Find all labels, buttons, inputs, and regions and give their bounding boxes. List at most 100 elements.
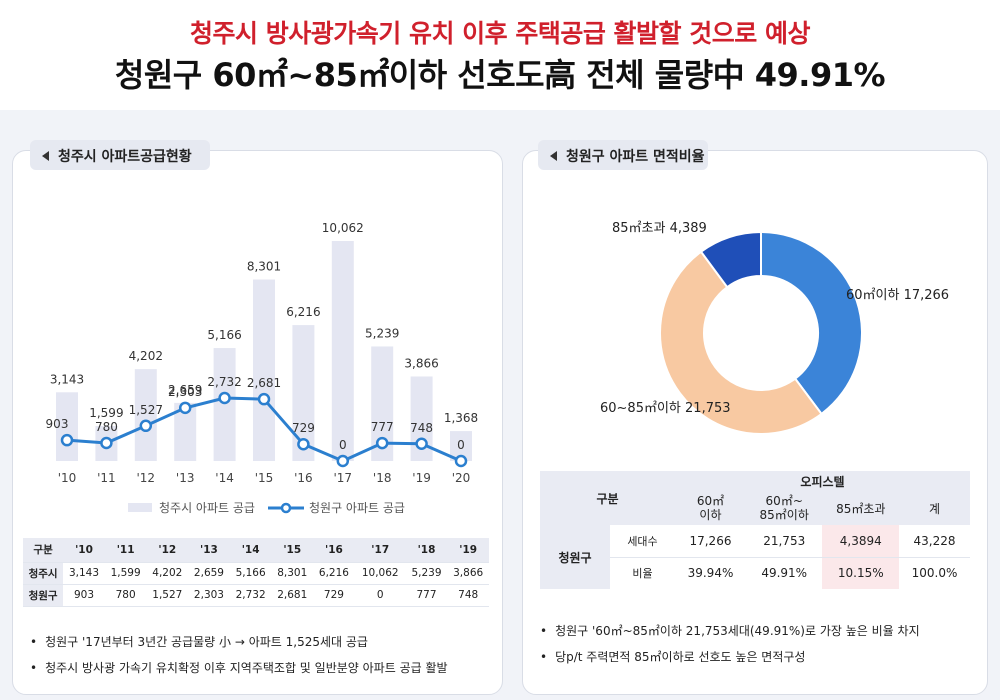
caret-left-icon (550, 151, 557, 161)
table-cell: 2,732 (229, 584, 272, 607)
caret-left-icon (42, 151, 49, 161)
bar-value-label: 1,368 (444, 411, 478, 425)
bar-value-label: 2,659 (168, 383, 202, 397)
area-cell: 10.15% (822, 557, 900, 589)
line-point (375, 436, 389, 450)
table-header-cell: '11 (104, 538, 147, 563)
table-header-cell: '12 (146, 538, 189, 563)
table-header-cell: 구분 (23, 538, 64, 563)
table-cell: 777 (405, 584, 448, 607)
area-row1-label: 세대수 (610, 525, 675, 558)
table-row-header: 청원구 (23, 584, 64, 607)
area-cell: 39.94% (687, 566, 734, 581)
table-header-cell: '15 (271, 538, 314, 563)
line-value-label: 2,732 (207, 375, 241, 389)
line-value-label: 2,303 (168, 385, 202, 399)
line-value-label: 2,681 (247, 376, 281, 390)
line-value-label: 903 (46, 417, 69, 431)
line-value-label: 780 (95, 420, 118, 434)
table-header-cell: '10 (63, 538, 105, 563)
bar (213, 348, 236, 461)
donut-slice (659, 250, 823, 435)
area-rowgroup-label: 청원구 (540, 525, 610, 589)
legend-bar-swatch (128, 503, 152, 512)
table-cell: 1,527 (146, 584, 189, 607)
line-point (218, 391, 231, 405)
line-value-label: 777 (371, 420, 394, 434)
left-note: 청주시 방사광 가속기 유치확정 이후 지역주택조합 및 일반분양 아파트 공급… (30, 659, 447, 676)
line-value-label: 0 (339, 438, 347, 452)
donut-slice (699, 230, 762, 289)
area-cell: 100.0% (911, 566, 958, 581)
bar (331, 241, 354, 461)
bar-value-label: 5,166 (207, 328, 241, 342)
table-cell: 10,062 (354, 562, 406, 585)
bar (410, 376, 433, 461)
table-header-cell: '19 (447, 538, 489, 563)
line-value-label: 1,527 (129, 403, 163, 417)
line-value-label: 748 (410, 421, 433, 435)
x-tick-label: '14 (215, 471, 234, 485)
bar-value-label: 3,143 (50, 372, 84, 386)
table-cell: 3,866 (447, 562, 489, 585)
area-cell: 4,3894 (822, 525, 900, 558)
area-row2-label: 비율 (632, 567, 653, 581)
table-cell: 729 (313, 584, 355, 607)
x-tick-label: '12 (137, 471, 156, 485)
header: 청주시 방사광가속기 유치 이후 주택공급 활발할 것으로 예상 청원구 60㎡… (0, 0, 1000, 110)
x-tick-label: '17 (334, 471, 353, 485)
table-cell: 1,599 (104, 562, 147, 585)
table-row: 청주시 3,143 1,599 4,202 2,659 5,166 8,301 6,216 10… (23, 562, 489, 585)
line-point (297, 437, 310, 451)
table-cell: 2,681 (271, 584, 314, 607)
x-tick-label: '16 (294, 471, 313, 485)
table-cell: 903 (63, 584, 105, 607)
table-cell: 2,303 (188, 584, 230, 607)
bar (56, 392, 78, 461)
slice-label: 85㎡초과 4,389 (612, 221, 707, 236)
right-panel-title: 청원구 아파트 면적비율 (566, 149, 705, 165)
x-tick-label: '15 (255, 471, 274, 485)
area-cell: 43,228 (899, 525, 970, 558)
line-point (257, 392, 271, 406)
bar (174, 402, 197, 461)
area-cell: 17,266 (675, 525, 746, 558)
table-header-cell: '17 (354, 538, 406, 563)
table-header-cell: '13 (188, 538, 230, 563)
bar-value-label: 1,599 (89, 406, 123, 420)
x-tick-label: '11 (97, 471, 116, 485)
area-table-gubun: 구분 (540, 471, 675, 525)
legend-bar-label: 청주시 아파트 공급 (159, 501, 255, 515)
supply-table: 구분 '10'11'12'13'14'15'16'17'18'19 청주시 3,143… (23, 538, 489, 607)
bar-value-label: 3,866 (404, 356, 438, 370)
table-header-row: 구분 '10'11'12'13'14'15'16'17'18'19 (23, 538, 489, 563)
donut-slice (760, 230, 863, 416)
table-cell: 5,239 (405, 562, 448, 585)
area-table-col4: 계 (899, 491, 970, 525)
area-table: 구분 오피스텔 60㎡ 이하 60㎡~ 85㎡이하 85㎡초과 계 청원구 세대수 … (540, 471, 970, 589)
table-row: 청원구 903 780 1,527 2,303 2,732 2,681 729 0 777 748 (23, 584, 489, 607)
x-tick-label: '18 (373, 471, 392, 485)
bar (371, 346, 394, 461)
left-panel-title: 청주시 아파트공급현황 (58, 149, 192, 165)
table-cell: 0 (354, 584, 406, 607)
table-cell: 2,659 (188, 562, 230, 585)
table-cell: 4,202 (146, 562, 189, 585)
slice-label: 60㎡이하 17,266 (846, 288, 949, 303)
x-tick-label: '20 (452, 471, 471, 485)
left-notes: 청원구 '17년부터 3년간 공급물량 小 → 아파트 1,525세대 공급 청… (30, 633, 448, 685)
line-point (139, 419, 153, 433)
line-point (178, 401, 192, 415)
area-table-officetel: 오피스텔 (675, 471, 970, 491)
left-note: 청원구 '17년부터 3년간 공급물량 小 → 아파트 1,525세대 공급 (30, 633, 448, 650)
table-row-header: 청주시 (23, 562, 64, 585)
line-point (454, 454, 468, 468)
line-value-label: 0 (457, 438, 465, 452)
table-cell: 8,301 (271, 562, 314, 585)
table-cell: 780 (104, 584, 147, 607)
area-table-col1: 60㎡ 이하 (675, 491, 746, 525)
area-cell: 49.91% (761, 566, 808, 581)
table-cell: 5,166 (229, 562, 272, 585)
right-notes: 청원구 '60㎡~85㎡이하 21,753세대(49.91%)로 가장 높은 비… (540, 622, 920, 674)
table-header-cell: '14 (229, 538, 272, 563)
